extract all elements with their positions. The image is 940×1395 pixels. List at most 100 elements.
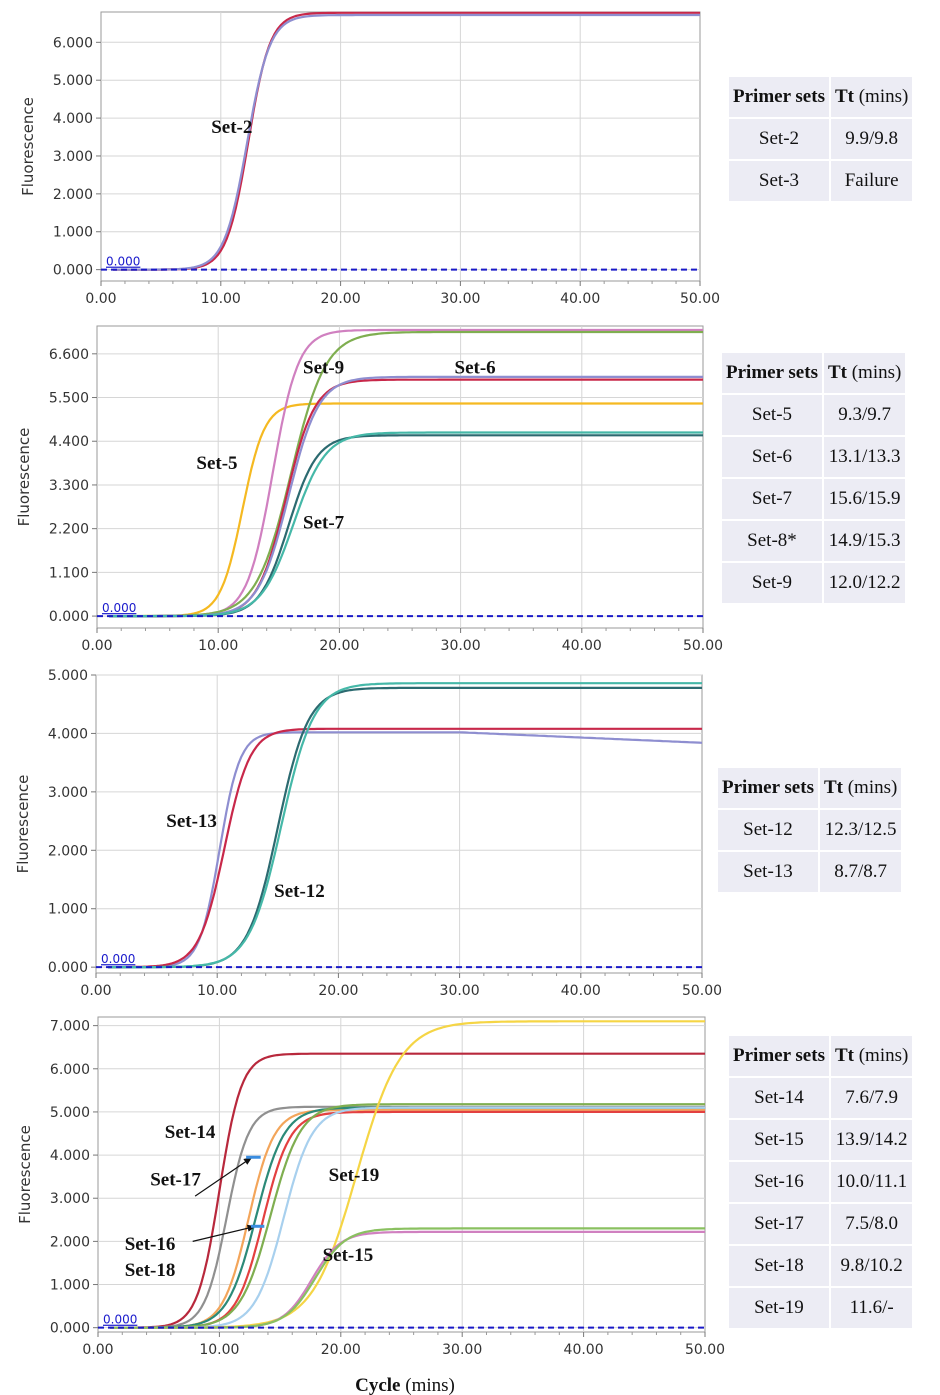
col-tt: Tt (mins) bbox=[830, 77, 913, 117]
x-tick-label: 0.00 bbox=[82, 1342, 113, 1358]
table-row: Set-17 7.5/8.0 bbox=[729, 1204, 913, 1244]
y-tick-label: 1.000 bbox=[50, 1278, 90, 1294]
table-row: Set-3 Failure bbox=[729, 161, 913, 201]
x-tick-label: 10.00 bbox=[199, 1342, 239, 1358]
series-line-2 bbox=[108, 727, 702, 969]
x-tick-label: 10.00 bbox=[197, 983, 237, 999]
series-line-1 bbox=[109, 402, 703, 618]
series-label: Set-14 bbox=[165, 1122, 216, 1143]
x-tick-label: 30.00 bbox=[440, 983, 480, 999]
table-row: Set-18 9.8/10.2 bbox=[729, 1246, 913, 1286]
y-tick-label: 3.000 bbox=[50, 1191, 90, 1207]
plot-area bbox=[95, 674, 703, 974]
annotation-arrowhead bbox=[243, 1157, 253, 1165]
series-label: Set-12 bbox=[274, 881, 325, 902]
series-line-4 bbox=[108, 682, 702, 969]
baseline-label: 0.000 bbox=[102, 601, 136, 615]
tt-table-1: Primer sets Tt (mins) Set-2 9.9/9.8 Set-3… bbox=[727, 75, 914, 203]
y-tick-label: 3.000 bbox=[53, 149, 93, 165]
x-tick-label: 0.00 bbox=[81, 638, 112, 654]
y-tick-label: 6.000 bbox=[50, 1062, 90, 1078]
y-tick-label: 0.000 bbox=[53, 263, 93, 279]
y-tick-label: 1.000 bbox=[48, 902, 88, 918]
y-tick-label: 0.000 bbox=[49, 609, 89, 625]
baseline-label: 0.000 bbox=[103, 1313, 137, 1327]
y-tick-label: 2.000 bbox=[53, 187, 93, 203]
series-label: Set-9 bbox=[303, 358, 344, 379]
y-tick-label: 4.000 bbox=[48, 726, 88, 742]
series-label: Set-5 bbox=[196, 453, 237, 474]
y-axis-title: Fluorescence bbox=[19, 97, 37, 196]
series-label: Set-2 bbox=[211, 117, 252, 138]
y-tick-label: 4.000 bbox=[50, 1148, 90, 1164]
table-row: Set-12 12.3/12.5 bbox=[718, 810, 902, 850]
series-label: Set-16 bbox=[125, 1234, 176, 1255]
x-tick-label: 30.00 bbox=[442, 1342, 482, 1358]
table-row: Set-6 13.1/13.3 bbox=[722, 437, 906, 477]
y-tick-label: 5.000 bbox=[53, 73, 93, 89]
x-tick-label: 50.00 bbox=[682, 983, 722, 999]
x-tick-label: 0.00 bbox=[85, 291, 116, 307]
x-tick-label: 20.00 bbox=[321, 1342, 361, 1358]
tt-table-3: Primer sets Tt (mins) Set-12 12.3/12.5 Se… bbox=[716, 766, 903, 894]
table-row: Set-15 13.9/14.2 bbox=[729, 1120, 913, 1160]
table-header-row: Primer sets Tt (mins) bbox=[722, 353, 906, 393]
table-row: Set-8* 14.9/15.3 bbox=[722, 521, 906, 561]
y-tick-label: 1.100 bbox=[49, 565, 89, 581]
x-tick-label: 30.00 bbox=[441, 638, 481, 654]
x-tick-label: 40.00 bbox=[562, 638, 602, 654]
table-row: Set-14 7.6/7.9 bbox=[729, 1078, 913, 1118]
chart-panel-1: 0.00 10.00 20.00 30.00 40.00 50.00 0.000 1.000 2… bbox=[19, 11, 720, 307]
series-line-3 bbox=[110, 1108, 705, 1329]
x-axis-title-bold: Cycle bbox=[355, 1375, 400, 1395]
table-row: Set-2 9.9/9.8 bbox=[729, 119, 913, 159]
series-line-2 bbox=[113, 13, 700, 271]
plot-area bbox=[97, 1016, 706, 1333]
x-tick-label: 50.00 bbox=[683, 638, 723, 654]
table-header-row: Primer sets Tt (mins) bbox=[718, 768, 902, 808]
table-row: Set-19 11.6/- bbox=[729, 1288, 913, 1328]
x-tick-label: 0.00 bbox=[80, 983, 111, 999]
plot-area bbox=[96, 325, 704, 629]
series-label: Set-7 bbox=[303, 513, 345, 534]
series-line-3 bbox=[109, 330, 703, 618]
x-tick-label: 50.00 bbox=[680, 291, 720, 307]
series-label: Set-6 bbox=[455, 358, 496, 379]
series-line-6 bbox=[110, 1103, 705, 1329]
chart-panel-2: 0.00 10.00 20.00 30.00 40.00 50.00 0.000 1.100 2… bbox=[15, 325, 723, 654]
col-primer-sets: Primer sets bbox=[729, 77, 829, 117]
chart-panel-4: 0.00 10.00 20.00 30.00 40.00 50.00 0.000 1.000 2… bbox=[16, 1016, 725, 1358]
y-tick-label: 2.000 bbox=[50, 1234, 90, 1250]
series-label: Set-17 bbox=[150, 1169, 201, 1190]
series-label: Set-15 bbox=[323, 1245, 374, 1266]
col-primer-sets: Primer sets bbox=[729, 1036, 829, 1076]
table-row: Set-9 12.0/12.2 bbox=[722, 563, 906, 603]
table-header-row: Primer sets Tt (mins) bbox=[729, 77, 913, 117]
table-row: Set-7 15.6/15.9 bbox=[722, 479, 906, 519]
series-line-1 bbox=[108, 731, 703, 969]
table-row: Set-13 8.7/8.7 bbox=[718, 852, 902, 892]
series-label: Set-19 bbox=[329, 1165, 380, 1186]
annotation-arrow bbox=[192, 1225, 256, 1242]
y-tick-label: 4.000 bbox=[53, 111, 93, 127]
col-tt: Tt (mins) bbox=[830, 1036, 913, 1076]
x-tick-label: 20.00 bbox=[321, 291, 361, 307]
table-row: Set-16 10.0/11.1 bbox=[729, 1162, 913, 1202]
col-tt: Tt (mins) bbox=[823, 353, 906, 393]
y-axis-title: Fluorescence bbox=[15, 428, 33, 527]
y-tick-label: 5.000 bbox=[50, 1105, 90, 1121]
x-tick-label: 40.00 bbox=[561, 983, 601, 999]
series-line-1 bbox=[110, 1052, 705, 1329]
x-tick-label: 50.00 bbox=[685, 1342, 725, 1358]
col-tt: Tt (mins) bbox=[819, 768, 902, 808]
col-primer-sets: Primer sets bbox=[722, 353, 822, 393]
col-primer-sets: Primer sets bbox=[718, 768, 818, 808]
y-tick-label: 5.000 bbox=[48, 668, 88, 684]
y-tick-label: 0.000 bbox=[48, 960, 88, 976]
chart-panel-3: 0.00 10.00 20.00 30.00 40.00 50.00 0.000 1.000 2… bbox=[14, 668, 722, 999]
table-row: Set-5 9.3/9.7 bbox=[722, 395, 906, 435]
y-tick-label: 3.300 bbox=[49, 478, 89, 494]
x-tick-label: 10.00 bbox=[201, 291, 241, 307]
x-tick-label: 30.00 bbox=[440, 291, 480, 307]
